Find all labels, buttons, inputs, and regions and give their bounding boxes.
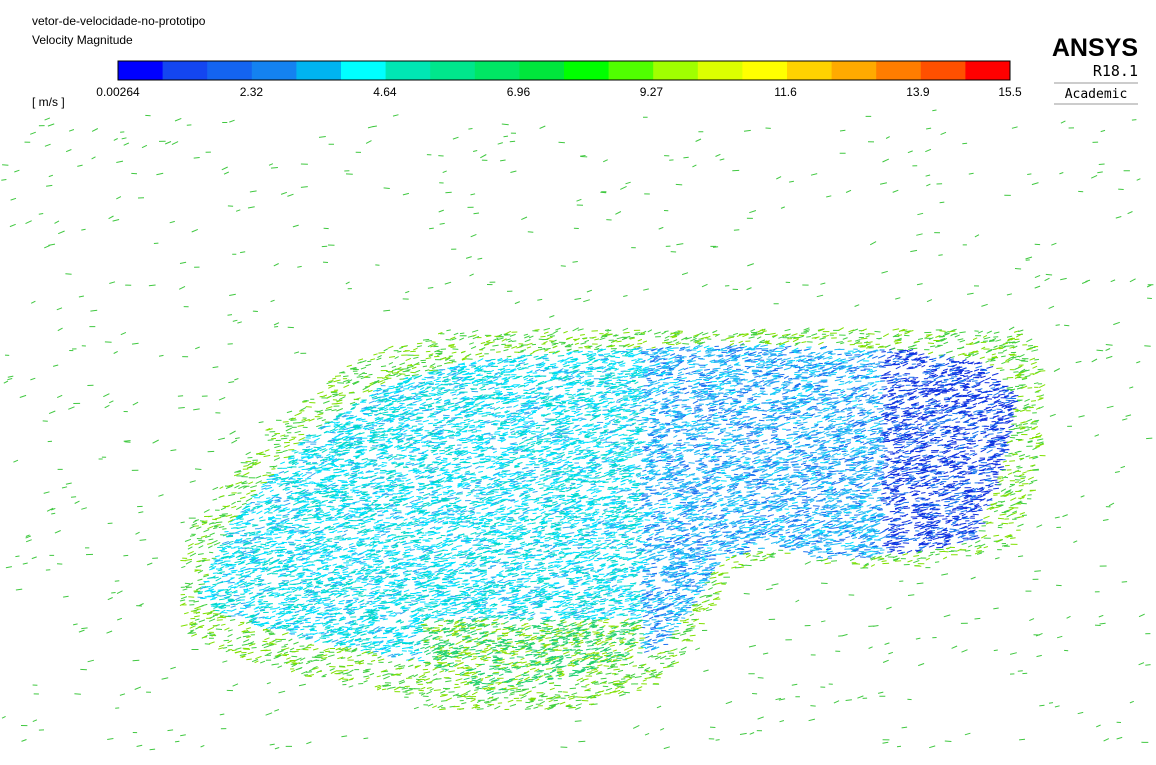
colorbar-segment <box>519 61 564 80</box>
colorbar-segment <box>876 61 921 80</box>
unit: [ m/s ] <box>32 95 65 109</box>
colorbar-segment <box>742 61 787 80</box>
viewport: vetor-de-velocidade-no-prototipo Velocit… <box>0 0 1156 765</box>
colorbar-segment <box>787 61 832 80</box>
colorbar-segment <box>207 61 252 80</box>
colorbar-segment <box>341 61 386 80</box>
colorbar-segment <box>564 61 609 80</box>
colorbar-segment <box>163 61 208 80</box>
colorbar-label: 13.9 <box>906 85 930 99</box>
colorbar-segment <box>609 61 654 80</box>
colorbar-segment <box>921 61 966 80</box>
colorbar-label: 6.96 <box>507 85 531 99</box>
colorbar-label: 11.6 <box>774 85 797 99</box>
colorbar-segment <box>118 61 163 80</box>
edition: Academic <box>1065 87 1128 102</box>
colorbar-segment <box>430 61 475 80</box>
colorbar-label: 0.00264 <box>96 85 140 99</box>
brand: ANSYS <box>1052 34 1138 62</box>
version: R18.1 <box>1093 62 1138 80</box>
colorbar-segment <box>653 61 698 80</box>
colorbar-label: 2.32 <box>240 85 264 99</box>
colorbar-segment <box>252 61 297 80</box>
colorbar-segment <box>386 61 431 80</box>
colorbar-segment <box>296 61 341 80</box>
title: vetor-de-velocidade-no-prototipo <box>32 14 206 28</box>
colorbar-segment <box>475 61 520 80</box>
colorbar-segment <box>832 61 877 80</box>
variable-name: Velocity Magnitude <box>32 33 133 47</box>
colorbar-label: 4.64 <box>373 85 397 99</box>
colorbar-segment <box>965 61 1010 80</box>
colorbar-label: 15.5 <box>998 85 1022 99</box>
colorbar-label: 9.27 <box>640 85 664 99</box>
colorbar-segment <box>698 61 743 80</box>
